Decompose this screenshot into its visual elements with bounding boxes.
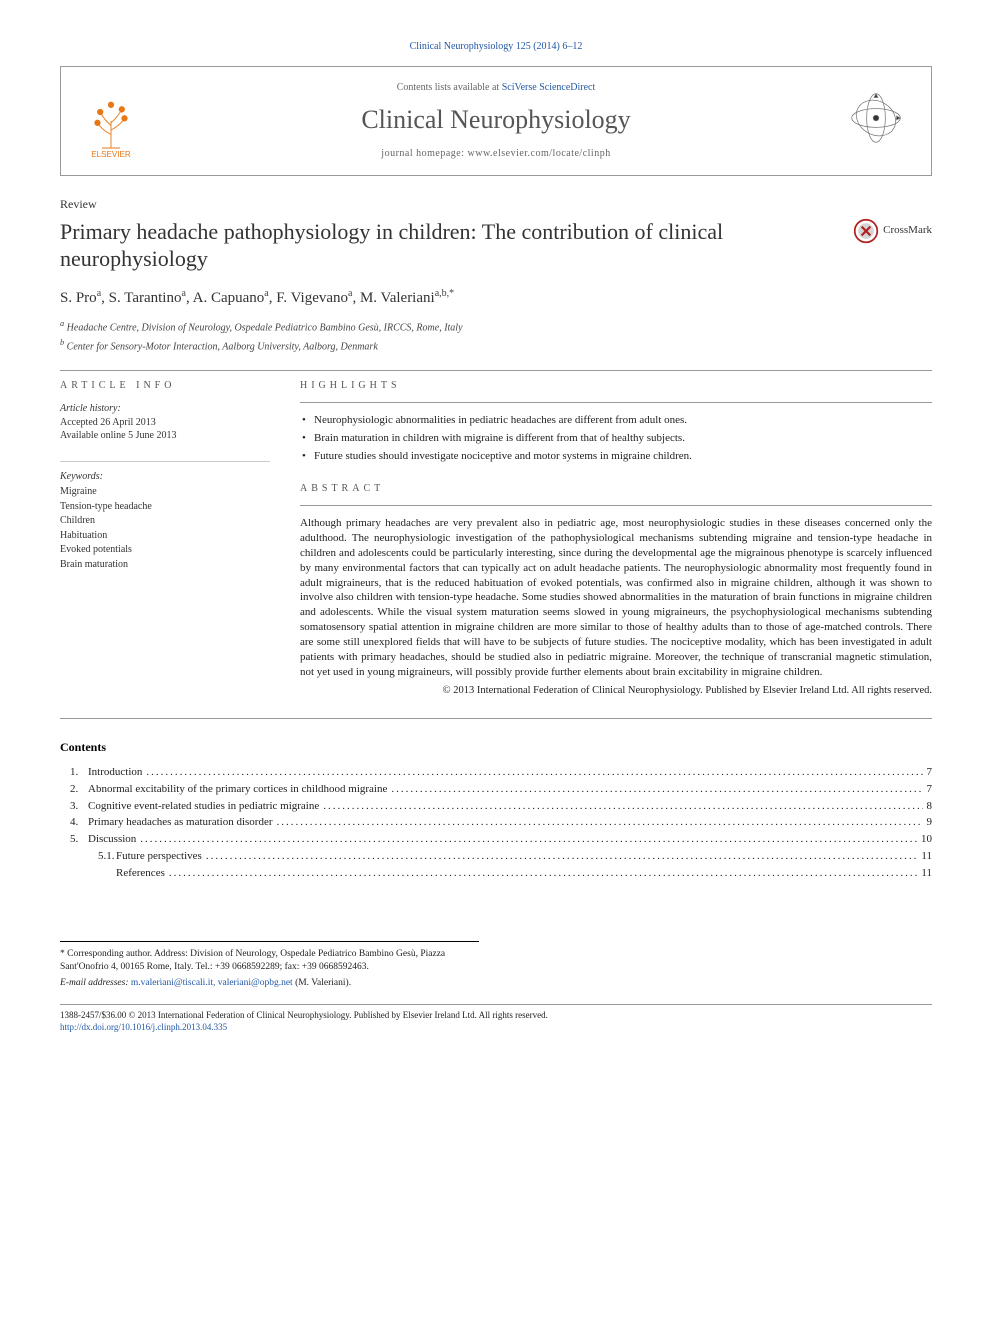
- divider: [300, 505, 932, 506]
- footer-section: * Corresponding author. Address: Divisio…: [60, 941, 479, 990]
- journal-logo-icon: [841, 90, 911, 150]
- copyright-line: © 2013 International Federation of Clini…: [300, 684, 932, 698]
- toc-dots: [140, 832, 917, 847]
- toc-label: References: [116, 866, 165, 881]
- divider: [60, 461, 270, 462]
- article-info-heading: ARTICLE INFO: [60, 379, 270, 393]
- publisher-label: ELSEVIER: [91, 150, 131, 157]
- accepted-date: Accepted 26 April 2013: [60, 416, 270, 430]
- toc-label: Future perspectives: [116, 849, 202, 864]
- keyword: Tension-type headache: [60, 500, 270, 514]
- highlight-item: Brain maturation in children with migrai…: [300, 431, 932, 446]
- article-title: Primary headache pathophysiology in chil…: [60, 218, 853, 273]
- toc-label: Introduction: [88, 765, 142, 780]
- toc-number: 4.: [60, 815, 88, 830]
- toc-label: Primary headaches as maturation disorder: [88, 815, 273, 830]
- highlight-item: Neurophysiologic abnormalities in pediat…: [300, 413, 932, 428]
- toc-dots: [146, 765, 922, 780]
- highlights-list: Neurophysiologic abnormalities in pediat…: [300, 413, 932, 464]
- keywords-block: Keywords: MigraineTension-type headacheC…: [60, 470, 270, 572]
- doi-link[interactable]: http://dx.doi.org/10.1016/j.clinph.2013.…: [60, 1021, 932, 1033]
- journal-homepage: journal homepage: www.elsevier.com/locat…: [151, 147, 841, 161]
- toc-row[interactable]: References 11: [60, 866, 932, 881]
- crossmark-badge[interactable]: CrossMark: [853, 218, 932, 244]
- citation-line: Clinical Neurophysiology 125 (2014) 6–12: [60, 40, 932, 54]
- toc-page: 11: [921, 849, 932, 864]
- article-history-label: Article history:: [60, 402, 270, 416]
- authors-line: S. Proa, S. Tarantinoa, A. Capuanoa, F. …: [60, 287, 932, 308]
- article-info-column: ARTICLE INFO Article history: Accepted 2…: [60, 379, 270, 698]
- keyword: Evoked potentials: [60, 543, 270, 557]
- divider: [60, 370, 932, 371]
- toc-page: 9: [927, 815, 933, 830]
- toc-row[interactable]: 5.Discussion 10: [60, 832, 932, 847]
- toc-dots: [277, 815, 923, 830]
- toc-label: Discussion: [88, 832, 136, 847]
- issn-line: 1388-2457/$36.00 © 2013 International Fe…: [60, 1004, 932, 1021]
- journal-header-box: ELSEVIER Contents lists available at Sci…: [60, 66, 932, 176]
- toc-dots: [323, 799, 922, 814]
- toc-number: 5.: [60, 832, 88, 847]
- abstract-heading: ABSTRACT: [300, 482, 932, 496]
- toc-number: 2.: [60, 782, 88, 797]
- affiliations: a Headache Centre, Division of Neurology…: [60, 318, 932, 354]
- abstract-column: HIGHLIGHTS Neurophysiologic abnormalitie…: [300, 379, 932, 698]
- toc-page: 7: [927, 782, 933, 797]
- keyword: Children: [60, 514, 270, 528]
- keyword: Migraine: [60, 485, 270, 499]
- email-link-1[interactable]: m.valeriani@tiscali.it, valeriani@opbg.n…: [131, 978, 293, 988]
- toc-label: Abnormal excitability of the primary cor…: [88, 782, 387, 797]
- corresponding-author: * Corresponding author. Address: Divisio…: [60, 948, 479, 974]
- toc-number: 1.: [60, 765, 88, 780]
- abstract-text: Although primary headaches are very prev…: [300, 516, 932, 679]
- toc-number: 3.: [60, 799, 88, 814]
- toc-page: 7: [927, 765, 933, 780]
- divider: [300, 402, 932, 403]
- sciencedirect-link[interactable]: SciVerse ScienceDirect: [502, 82, 596, 93]
- toc-dots: [391, 782, 922, 797]
- toc-page: 10: [921, 832, 932, 847]
- keyword: Habituation: [60, 529, 270, 543]
- online-date: Available online 5 June 2013: [60, 429, 270, 443]
- toc-row[interactable]: 4.Primary headaches as maturation disord…: [60, 815, 932, 830]
- toc-dots: [169, 866, 918, 881]
- toc-page: 8: [927, 799, 933, 814]
- toc-row[interactable]: 1.Introduction 7: [60, 765, 932, 780]
- contents-heading: Contents: [60, 739, 932, 755]
- keywords-label: Keywords:: [60, 470, 270, 484]
- toc-row[interactable]: 3.Cognitive event-related studies in ped…: [60, 799, 932, 814]
- journal-name: Clinical Neurophysiology: [151, 102, 841, 137]
- article-type: Review: [60, 196, 932, 212]
- crossmark-icon: [853, 218, 879, 244]
- keyword: Brain maturation: [60, 558, 270, 572]
- highlights-heading: HIGHLIGHTS: [300, 379, 932, 393]
- toc-row[interactable]: 5.1.Future perspectives 11: [60, 849, 932, 864]
- toc-dots: [206, 849, 918, 864]
- divider: [60, 718, 932, 719]
- header-center: Contents lists available at SciVerse Sci…: [151, 81, 841, 161]
- elsevier-logo: ELSEVIER: [81, 85, 151, 157]
- crossmark-label: CrossMark: [883, 223, 932, 238]
- table-of-contents: 1.Introduction72.Abnormal excitability o…: [60, 765, 932, 881]
- email-line: E-mail addresses: m.valeriani@tiscali.it…: [60, 977, 479, 990]
- affiliation-line: a Headache Centre, Division of Neurology…: [60, 318, 932, 335]
- toc-label: Cognitive event-related studies in pedia…: [88, 799, 319, 814]
- contents-available: Contents lists available at SciVerse Sci…: [151, 81, 841, 95]
- toc-number: [88, 866, 116, 881]
- toc-number: 5.1.: [88, 849, 116, 864]
- affiliation-line: b Center for Sensory-Motor Interaction, …: [60, 337, 932, 354]
- toc-page: 11: [921, 866, 932, 881]
- toc-row[interactable]: 2.Abnormal excitability of the primary c…: [60, 782, 932, 797]
- highlight-item: Future studies should investigate nocice…: [300, 449, 932, 464]
